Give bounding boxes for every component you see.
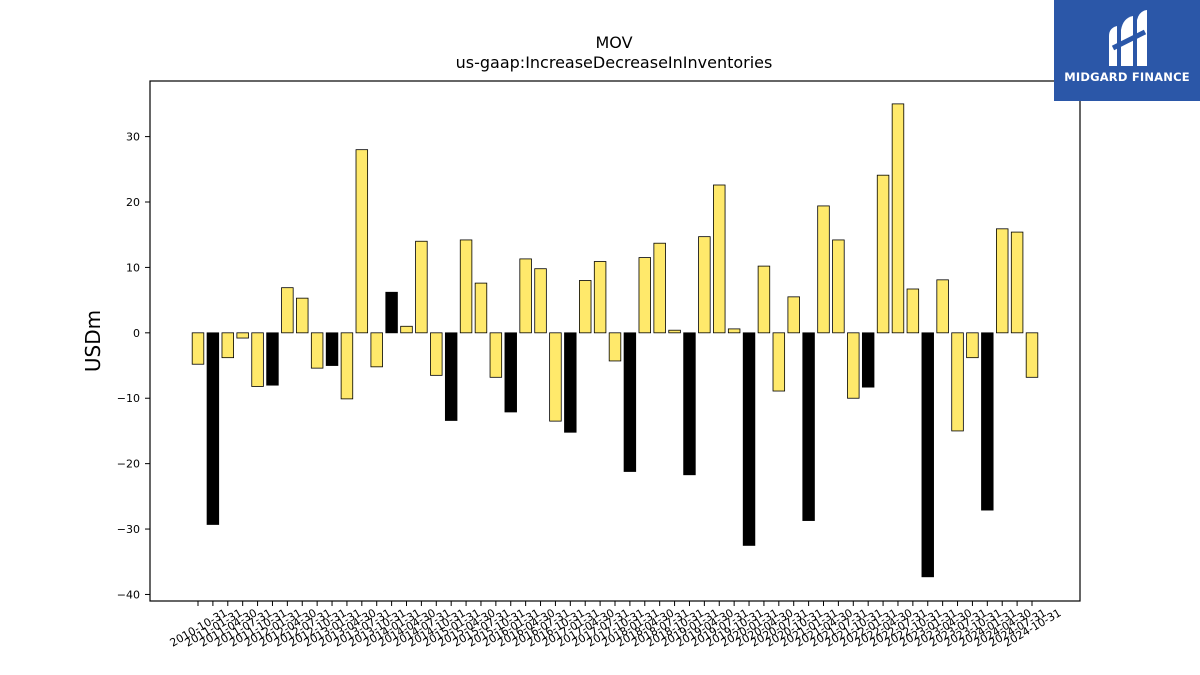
y-ticks-group: −40 −30 −20 −10 0 10 20 30	[117, 131, 150, 601]
bar-2021-01-31	[802, 332, 815, 521]
bar-2022-04-30	[876, 174, 890, 334]
bar-2013-10-31	[370, 332, 383, 368]
bar-2021-04-30	[817, 205, 830, 334]
bar-2017-10-31	[608, 332, 622, 362]
bar-2023-07-31	[951, 332, 964, 432]
y-tick-label: −40	[117, 588, 140, 601]
bar-2015-01-31	[444, 332, 458, 421]
bar-2011-04-30	[221, 332, 234, 359]
bar-2018-01-31	[623, 332, 637, 472]
chart-subtitle: us-gaap:IncreaseDecreaseInInventories	[456, 53, 773, 72]
bar-2014-01-31	[385, 291, 398, 334]
y-tick-label: −30	[117, 523, 140, 536]
bar-2014-07-31	[415, 240, 428, 334]
bar-2024-01-31	[981, 332, 994, 511]
bar-2017-01-31	[564, 332, 577, 433]
y-tick-label: 10	[126, 261, 140, 274]
plot-frame	[149, 80, 1081, 602]
bar-2016-10-31	[549, 332, 562, 422]
bar-2015-07-31	[474, 282, 488, 334]
bar-2011-07-31	[236, 332, 249, 339]
x-ticks-group: 2010-10-312011-01-312011-04-302011-07-31…	[168, 601, 1064, 650]
bar-2024-10-31	[1025, 332, 1039, 378]
bar-2013-01-31	[325, 332, 339, 366]
bar-2022-07-31	[891, 103, 905, 334]
bar-2019-07-31	[713, 184, 726, 334]
bar-2017-04-30	[579, 280, 592, 334]
bar-2018-07-31	[653, 242, 666, 334]
bar-2018-10-31	[668, 329, 681, 334]
bar-2020-07-31	[772, 332, 786, 392]
y-tick-label: −20	[117, 458, 140, 471]
bar-2024-07-31	[1010, 231, 1024, 334]
bar-2014-10-31	[430, 332, 443, 376]
bar-2017-07-31	[593, 261, 607, 334]
bar-2023-04-30	[936, 279, 949, 334]
bar-2016-01-31	[504, 332, 517, 413]
bar-2016-04-30	[519, 258, 532, 334]
bar-2021-10-31	[847, 332, 860, 399]
logo-mark-icon	[1109, 10, 1147, 66]
y-tick-label: 20	[126, 196, 140, 209]
bar-2020-10-31	[787, 296, 800, 334]
bar-2012-01-31	[266, 332, 279, 386]
logo-text: MIDGARD FINANCE	[1064, 70, 1190, 84]
bar-2015-10-31	[489, 332, 503, 378]
bar-2022-01-31	[861, 332, 875, 388]
bar-2012-07-31	[296, 297, 309, 334]
bar-2012-10-31	[310, 332, 324, 369]
bar-2016-07-31	[534, 268, 547, 334]
bar-2020-01-31	[742, 332, 756, 546]
bar-2021-07-31	[832, 239, 845, 334]
bar-2022-10-31	[906, 288, 920, 334]
bar-2012-04-30	[281, 287, 294, 334]
bar-2020-04-30	[757, 265, 771, 334]
y-tick-label: 30	[126, 131, 140, 144]
bar-2011-10-31	[251, 332, 264, 387]
bar-2023-01-31	[921, 332, 934, 578]
bar-2023-10-31	[966, 332, 979, 359]
y-axis-label: USDm	[81, 310, 105, 372]
chart-title: MOV	[595, 33, 632, 52]
y-tick-label: −10	[117, 392, 140, 405]
bar-2011-01-31	[206, 332, 220, 525]
bar-2014-04-30	[400, 325, 413, 334]
bar-2024-04-30	[996, 228, 1009, 334]
bar-2019-10-31	[727, 328, 741, 334]
bars-group	[191, 103, 1039, 578]
bar-2013-07-31	[355, 149, 369, 334]
bar-2019-01-31	[683, 332, 696, 476]
bar-2018-04-30	[638, 257, 651, 334]
brand-logo: MIDGARD FINANCE	[1054, 0, 1200, 101]
bar-2015-04-30	[459, 239, 473, 334]
bar-2013-04-30	[340, 332, 354, 400]
bar-2019-04-30	[698, 236, 711, 334]
bar-2010-10-31	[191, 332, 205, 365]
y-tick-label: 0	[133, 327, 140, 340]
